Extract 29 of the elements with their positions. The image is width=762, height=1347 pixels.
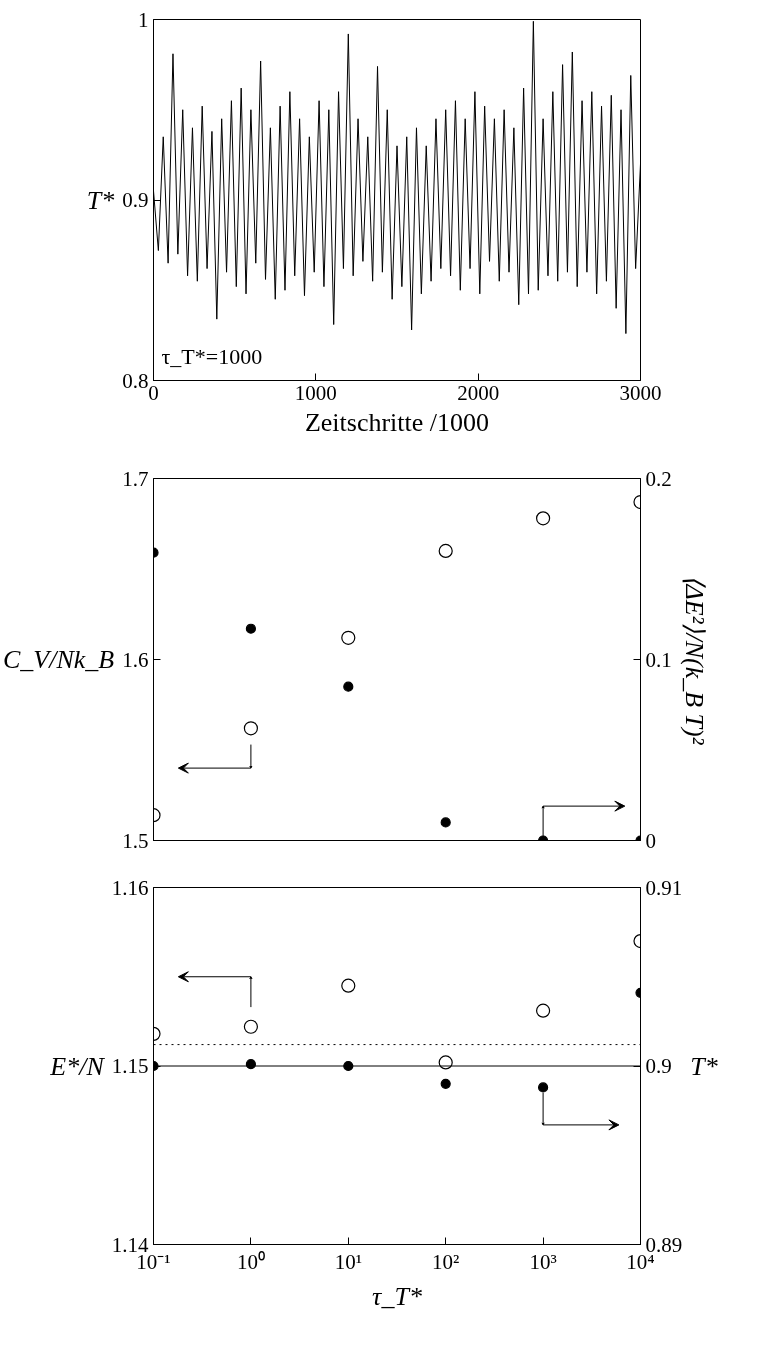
y-tick-label: 1.7 [122, 466, 149, 491]
y-tick-label: 1.6 [122, 647, 149, 672]
x-tick-label: 0 [148, 380, 159, 405]
y-axis-title: E*/N [49, 1051, 106, 1081]
y-axis-title: C_V/Nk_B [3, 645, 115, 674]
x-tick-label: 3000 [619, 380, 662, 405]
x-tick-label: 10¹ [334, 1249, 362, 1274]
x-axis-title: τ_T* [372, 1281, 422, 1311]
y2-tick-label: 0 [645, 828, 656, 853]
y-tick-label: 1.15 [111, 1054, 149, 1078]
y-tick-label: 0.8 [122, 368, 149, 393]
y-tick-label: 1.16 [111, 875, 149, 900]
y-tick-label: 1 [138, 7, 149, 32]
x-tick-label: 10² [432, 1249, 460, 1274]
y2-axis-title: T* [690, 1051, 718, 1081]
y2-tick-label: 0.91 [645, 875, 683, 900]
y2-axis-title: ⟨ΔE²⟩/N(k_B T)² [679, 574, 709, 746]
x-tick-label: 2000 [457, 380, 500, 405]
y-tick-label: 1.5 [122, 828, 149, 853]
x-tick-label: 10³ [529, 1249, 557, 1274]
y2-tick-label: 0.2 [645, 466, 672, 491]
y2-tick-label: 0.9 [645, 1054, 672, 1078]
y-axis-title: T* [86, 185, 115, 215]
y2-tick-label: 0.1 [645, 647, 672, 672]
x-axis-title: Zeitschritte /1000 [304, 407, 490, 437]
annotation: τ_T*=1000 [161, 343, 263, 369]
y-tick-label: 0.9 [122, 188, 149, 212]
x-tick-label: 1000 [294, 380, 337, 405]
x-tick-label: 10⁰ [236, 1249, 265, 1274]
